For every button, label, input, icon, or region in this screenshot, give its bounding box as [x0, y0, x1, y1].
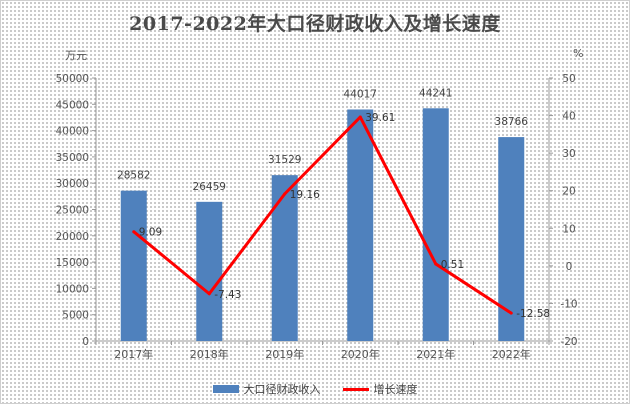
right-tick-label: 30 — [562, 148, 575, 160]
bar-data-label: 38766 — [495, 116, 529, 128]
line-point — [509, 311, 513, 315]
bar-data-label: 31529 — [268, 154, 301, 166]
bar-data-label: 44241 — [419, 87, 452, 99]
right-tick-label: 40 — [562, 111, 575, 123]
bar — [196, 201, 223, 341]
left-tick-label: 20000 — [56, 231, 89, 243]
x-tick-label: 2017年 — [114, 347, 153, 361]
bar — [120, 190, 147, 341]
legend-label-revenue: 大口径财政收入 — [243, 383, 321, 396]
bar — [422, 108, 449, 341]
line-data-label: 19.16 — [290, 189, 320, 201]
bar — [347, 109, 374, 341]
left-tick-label: 15000 — [56, 257, 89, 269]
left-tick-label: 50000 — [56, 73, 89, 85]
left-tick-label: 40000 — [56, 126, 89, 138]
left-tick-label: 45000 — [56, 99, 89, 111]
x-tick-label: 2018年 — [190, 347, 229, 361]
line-point — [434, 262, 438, 266]
x-tick-label: 2020年 — [341, 347, 380, 361]
left-tick-label: 30000 — [56, 178, 89, 190]
right-axis-unit: % — [573, 47, 584, 60]
line-data-label: -7.43 — [214, 289, 241, 301]
legend-bar-swatch — [212, 385, 239, 393]
x-tick-label: 2022年 — [492, 347, 531, 361]
growth-line — [132, 115, 513, 315]
left-axis-unit: 万元 — [65, 49, 87, 62]
right-tick-label: -10 — [560, 298, 577, 310]
line-point — [283, 192, 287, 196]
left-tick-label: 25000 — [56, 205, 89, 217]
right-tick-label: 50 — [562, 73, 575, 85]
bar — [271, 175, 298, 341]
line-point — [132, 230, 136, 234]
line-point — [358, 115, 362, 119]
bar-data-label: 26459 — [193, 181, 226, 193]
legend: 大口径财政收入 增长速度 — [1, 381, 629, 397]
chart-title: 2017-2022年大口径财政收入及增长速度 — [129, 13, 501, 35]
right-tick-label: 0 — [566, 261, 573, 273]
right-tick-label: 10 — [562, 223, 575, 235]
x-tick-label: 2019年 — [265, 347, 304, 361]
left-tick-label: 10000 — [56, 283, 89, 295]
line-data-label: -12.58 — [516, 308, 550, 320]
line-data-label: 9.09 — [139, 227, 162, 239]
right-tick-label: 20 — [562, 186, 575, 198]
right-tick-label: -20 — [560, 336, 577, 348]
left-tick-label: 5000 — [62, 310, 89, 322]
legend-item-revenue: 大口径财政收入 — [212, 381, 321, 397]
left-tick-label: 0 — [82, 336, 89, 348]
bar-data-label: 28582 — [117, 170, 150, 182]
line-data-label: 39.61 — [365, 112, 395, 124]
line-data-label: 0.51 — [441, 259, 464, 271]
bar-data-label: 44017 — [344, 88, 377, 100]
left-tick-label: 35000 — [56, 152, 89, 164]
legend-item-growth: 增长速度 — [342, 381, 418, 397]
legend-line-swatch — [342, 387, 369, 391]
legend-label-growth: 增长速度 — [373, 383, 418, 396]
line-point — [207, 292, 211, 296]
x-tick-label: 2021年 — [416, 347, 455, 361]
